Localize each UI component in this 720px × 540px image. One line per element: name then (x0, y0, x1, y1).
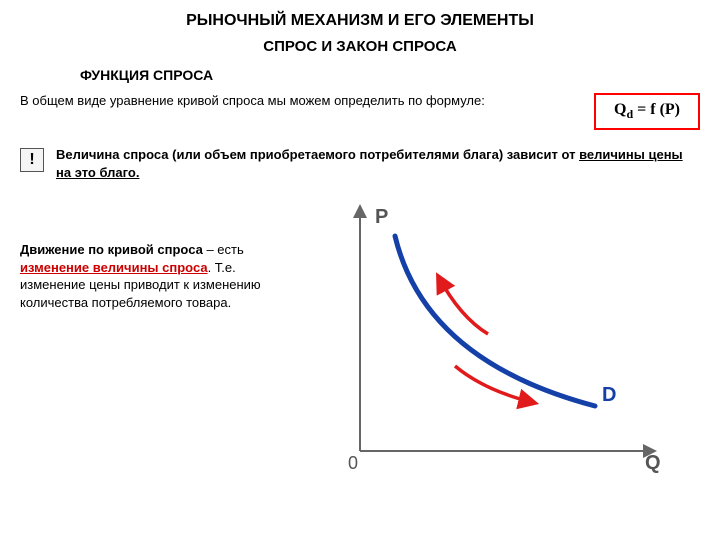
highlight-row: ! Величина спроса (или объем приобретаем… (20, 146, 700, 181)
formula-rhs: = f (P) (633, 101, 680, 118)
body-row: Движение по кривой спроса – есть изменен… (20, 201, 700, 481)
demand-graph: P Q 0 D (290, 201, 700, 481)
demand-curve (395, 236, 595, 406)
label-origin: 0 (348, 453, 358, 473)
body-emphasis: изменение величины спроса (20, 260, 208, 275)
formula-lhs-base: Q (614, 101, 626, 118)
exclamation-icon: ! (20, 148, 44, 172)
main-title: РЫНОЧНЫЙ МЕХАНИЗМ И ЕГО ЭЛЕМЕНТЫ (20, 12, 700, 30)
body-dash: – есть (203, 242, 244, 257)
label-d: D (602, 384, 616, 406)
label-p: P (375, 206, 388, 228)
body-lead: Движение по кривой спроса (20, 242, 203, 257)
section-title: ФУНКЦИЯ СПРОСА (80, 67, 700, 83)
label-q: Q (645, 452, 661, 474)
highlight-text: Величина спроса (или объем приобретаемог… (56, 146, 700, 181)
intro-row: В общем виде уравнение кривой спроса мы … (20, 93, 700, 130)
formula-box: Qd = f (P) (594, 93, 700, 130)
highlight-part1: Величина спроса (или объем приобретаемог… (56, 147, 579, 162)
intro-text: В общем виде уравнение кривой спроса мы … (20, 93, 564, 110)
paragraph-text: Движение по кривой спроса – есть изменен… (20, 201, 280, 311)
arrow-down (455, 366, 535, 403)
subtitle: СПРОС И ЗАКОН СПРОСА (20, 38, 700, 55)
